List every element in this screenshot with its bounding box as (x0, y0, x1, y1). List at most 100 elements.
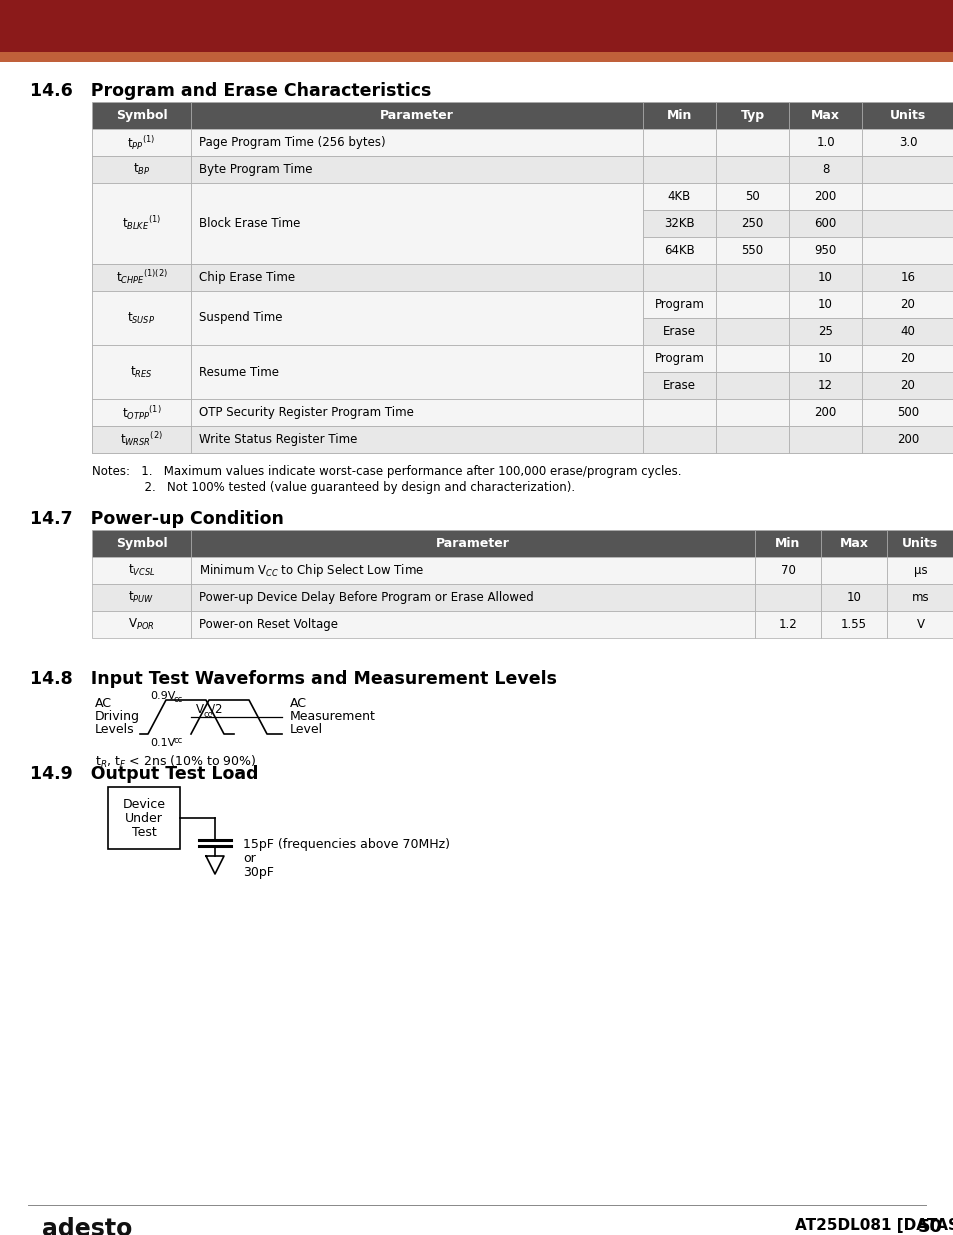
Text: cc: cc (204, 710, 213, 719)
Bar (862, 317, 953, 345)
Text: 600: 600 (814, 217, 836, 230)
Text: 14.9   Output Test Load: 14.9 Output Test Load (30, 764, 258, 783)
Bar (91, 291, 953, 317)
Bar (91, 237, 953, 264)
Text: AC: AC (95, 697, 112, 710)
Text: Under: Under (125, 813, 163, 825)
Bar (862, 264, 953, 291)
Text: ms: ms (911, 592, 928, 604)
Text: adesto: adesto (42, 1216, 132, 1235)
Bar (716, 156, 788, 183)
Text: Typ: Typ (740, 109, 763, 122)
Bar (91, 103, 191, 128)
Text: Min: Min (666, 109, 692, 122)
Bar (716, 237, 788, 264)
Bar (862, 210, 953, 237)
Text: Levels: Levels (95, 722, 134, 736)
Bar (91, 399, 953, 426)
Bar (754, 530, 821, 557)
Bar (0, 0, 953, 52)
Bar (716, 291, 788, 317)
Bar (642, 291, 716, 317)
Bar (788, 372, 862, 399)
Text: cc: cc (173, 695, 183, 704)
Text: 1.55: 1.55 (841, 618, 866, 631)
Text: 1.0: 1.0 (816, 136, 834, 149)
Text: 64KB: 64KB (663, 245, 694, 257)
Text: Chip Erase Time: Chip Erase Time (199, 270, 294, 284)
Text: Erase: Erase (662, 379, 696, 391)
Bar (754, 584, 821, 611)
Bar (862, 156, 953, 183)
Bar (191, 584, 754, 611)
Bar (788, 291, 862, 317)
Bar (191, 156, 642, 183)
Bar (788, 237, 862, 264)
Text: 40: 40 (900, 325, 915, 338)
Bar (716, 264, 788, 291)
Text: 200: 200 (896, 433, 918, 446)
Text: Byte Program Time: Byte Program Time (199, 163, 313, 177)
Bar (191, 128, 642, 156)
Text: 70: 70 (780, 564, 795, 577)
Bar (91, 372, 953, 399)
Text: Power-up Device Delay Before Program or Erase Allowed: Power-up Device Delay Before Program or … (199, 592, 533, 604)
Text: Write Status Register Time: Write Status Register Time (199, 433, 357, 446)
Text: Page Program Time (256 bytes): Page Program Time (256 bytes) (199, 136, 385, 149)
Bar (91, 128, 191, 156)
Text: Resume Time: Resume Time (199, 366, 278, 378)
Text: 20: 20 (900, 352, 915, 366)
Bar (642, 237, 716, 264)
Text: 10: 10 (818, 352, 832, 366)
Text: Symbol: Symbol (115, 537, 167, 550)
Text: V: V (916, 618, 923, 631)
Bar (788, 345, 862, 372)
Text: t$_{BP}$: t$_{BP}$ (132, 162, 150, 177)
Bar (642, 103, 716, 128)
Bar (91, 426, 953, 453)
Text: 8: 8 (821, 163, 828, 177)
Bar (788, 128, 862, 156)
Bar (91, 291, 191, 345)
Text: t$_{WRSR}$$^{(2)}$: t$_{WRSR}$$^{(2)}$ (120, 431, 163, 448)
Bar (91, 128, 953, 156)
Text: Test: Test (132, 826, 156, 840)
Text: t$_{PUW}$: t$_{PUW}$ (129, 590, 154, 605)
Text: Symbol: Symbol (115, 109, 167, 122)
Bar (716, 210, 788, 237)
Text: cc: cc (173, 736, 183, 745)
Bar (716, 183, 788, 210)
Bar (642, 156, 716, 183)
Text: 20: 20 (900, 298, 915, 311)
Bar (716, 103, 788, 128)
Bar (788, 183, 862, 210)
Bar (862, 237, 953, 264)
Bar (862, 128, 953, 156)
Bar (191, 291, 642, 345)
Text: 12: 12 (817, 379, 832, 391)
Bar (754, 557, 821, 584)
Bar (191, 426, 642, 453)
Bar (716, 399, 788, 426)
Text: 0.9V: 0.9V (150, 692, 175, 701)
Text: Units: Units (889, 109, 925, 122)
Text: 250: 250 (740, 217, 762, 230)
Bar (642, 210, 716, 237)
Text: t$_{CHPE}$$^{(1)(2)}$: t$_{CHPE}$$^{(1)(2)}$ (115, 268, 168, 287)
Text: 1.2: 1.2 (778, 618, 797, 631)
Bar (642, 372, 716, 399)
Bar (642, 426, 716, 453)
Text: t$_{BLKE}$$^{(1)}$: t$_{BLKE}$$^{(1)}$ (122, 215, 161, 232)
Bar (862, 426, 953, 453)
Bar (91, 426, 191, 453)
Bar (91, 611, 191, 638)
Bar (91, 345, 191, 399)
Text: Level: Level (290, 722, 323, 736)
Bar (642, 399, 716, 426)
Bar (788, 426, 862, 453)
Text: 200: 200 (814, 190, 836, 203)
Text: 20: 20 (900, 379, 915, 391)
Text: Program: Program (654, 298, 703, 311)
Bar (91, 210, 953, 237)
Text: t$_{RES}$: t$_{RES}$ (130, 364, 152, 379)
